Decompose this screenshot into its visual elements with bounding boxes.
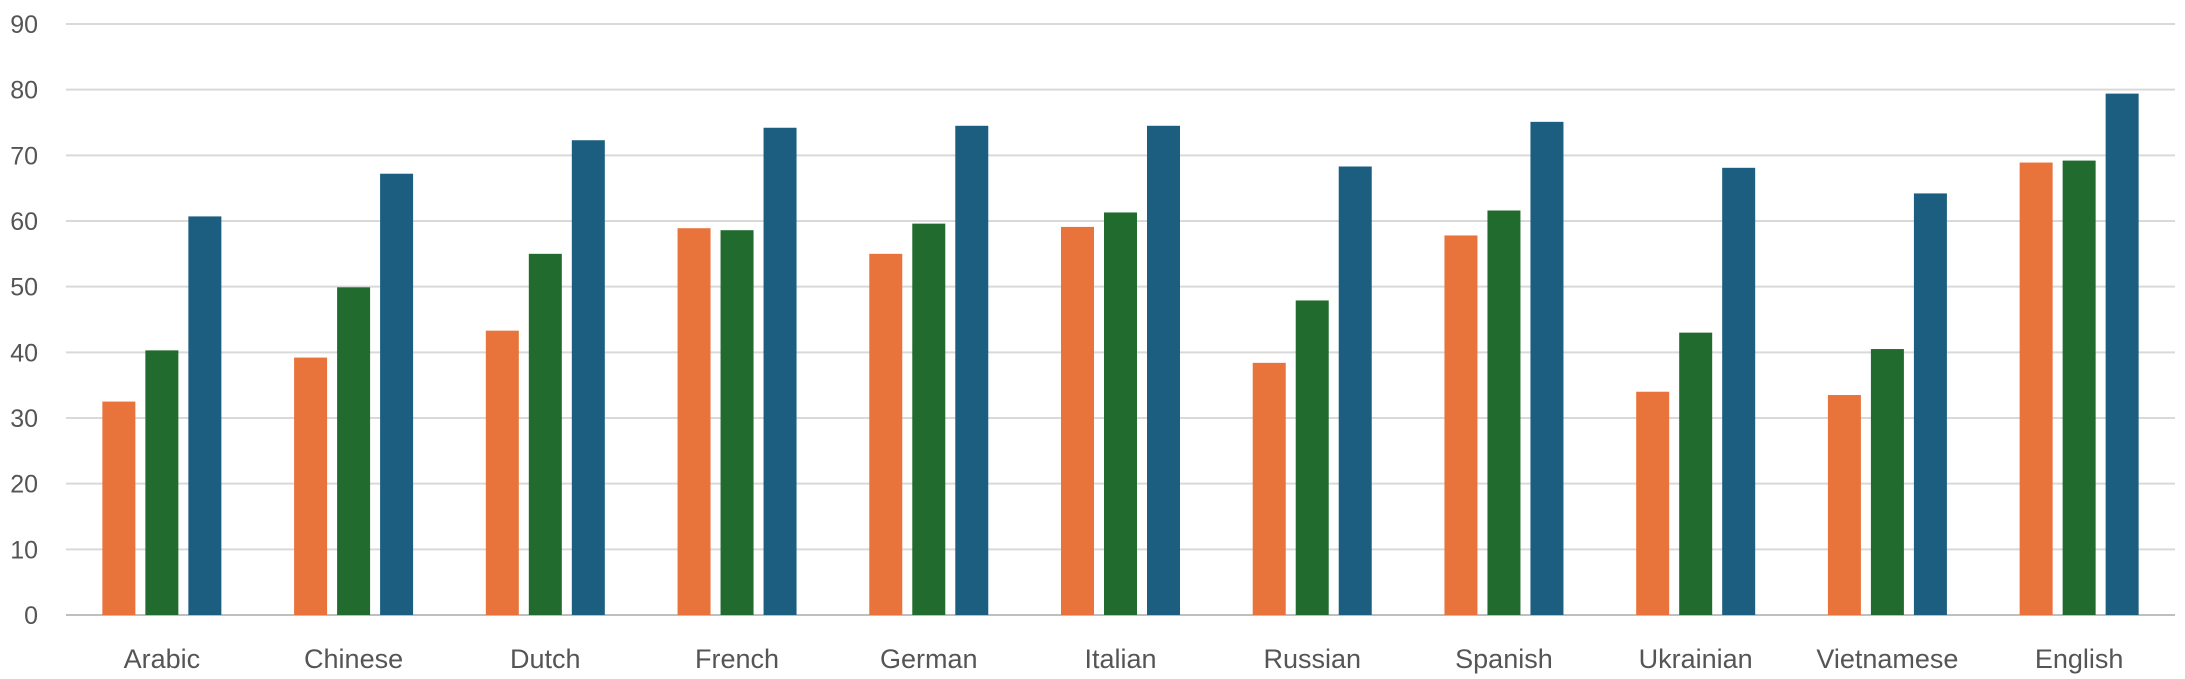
y-tick-label: 60 [10,208,38,236]
bar-vietnamese-series-3 [1913,193,1947,616]
bar-italian-series-2 [1104,212,1137,616]
bar-vietnamese-series-2 [1870,349,1904,615]
x-tick-label-chinese: Chinese [304,644,403,674]
y-tick-label: 40 [10,339,38,367]
x-axis-ticks: Arabic Chinese Dutch French German Italian Rus… [124,644,2124,674]
y-tick-label: 70 [10,142,38,170]
bar-dutch-series-1 [485,330,519,615]
y-axis-ticks: 0 10 20 30 40 50 60 70 80 90 [10,11,38,630]
x-tick-label-german: German [880,644,978,674]
bar-vietnamese-series-1 [1827,395,1861,615]
bar-chinese-series-2 [337,287,371,615]
bars [102,93,2139,616]
y-tick-label: 10 [10,536,38,564]
y-tick-label: 80 [10,77,38,105]
bar-ukrainian-series-3 [1722,167,1756,615]
bar-french-series-2 [720,230,754,615]
bar-dutch-series-3 [571,140,605,616]
y-tick-label: 0 [24,602,38,630]
bar-russian-series-2 [1295,300,1329,615]
y-tick-label: 30 [10,405,38,433]
x-tick-label-ukrainian: Ukrainian [1639,644,1753,674]
bar-arabic-series-1 [102,401,136,615]
x-tick-label-dutch: Dutch [510,644,581,674]
bar-spanish-series-2 [1487,210,1521,615]
bar-chinese-series-3 [380,173,414,615]
bar-arabic-series-3 [188,216,222,616]
bar-chinese-series-1 [294,357,328,615]
bar-ukrainian-series-1 [1636,391,1670,615]
bar-english-series-3 [2105,93,2139,615]
x-tick-label-english: English [2035,644,2124,674]
x-tick-label-spanish: Spanish [1455,644,1553,674]
bar-russian-series-3 [1338,166,1372,615]
bar-italian-series-1 [1061,226,1094,615]
y-tick-label: 50 [10,274,38,302]
bar-ukrainian-series-2 [1679,332,1713,615]
bar-english-series-2 [2062,160,2096,615]
bar-french-series-1 [677,228,711,615]
y-tick-label: 90 [10,11,38,39]
bar-spanish-series-1 [1444,235,1478,616]
bar-arabic-series-2 [145,350,179,615]
bar-english-series-1 [2019,162,2053,615]
bar-german-series-1 [869,253,903,616]
bar-dutch-series-2 [528,253,562,616]
bar-italian-series-3 [1147,125,1180,616]
bar-french-series-3 [763,127,797,616]
x-tick-label-russian: Russian [1263,644,1361,674]
bar-spanish-series-3 [1530,121,1564,616]
bar-german-series-3 [955,125,989,616]
x-tick-label-arabic: Arabic [124,644,201,674]
x-tick-label-vietnamese: Vietnamese [1816,644,1958,674]
y-tick-label: 20 [10,471,38,499]
x-tick-label-italian: Italian [1084,644,1156,674]
bar-german-series-2 [912,223,946,616]
x-tick-label-french: French [695,644,779,674]
bar-russian-series-1 [1252,362,1286,615]
